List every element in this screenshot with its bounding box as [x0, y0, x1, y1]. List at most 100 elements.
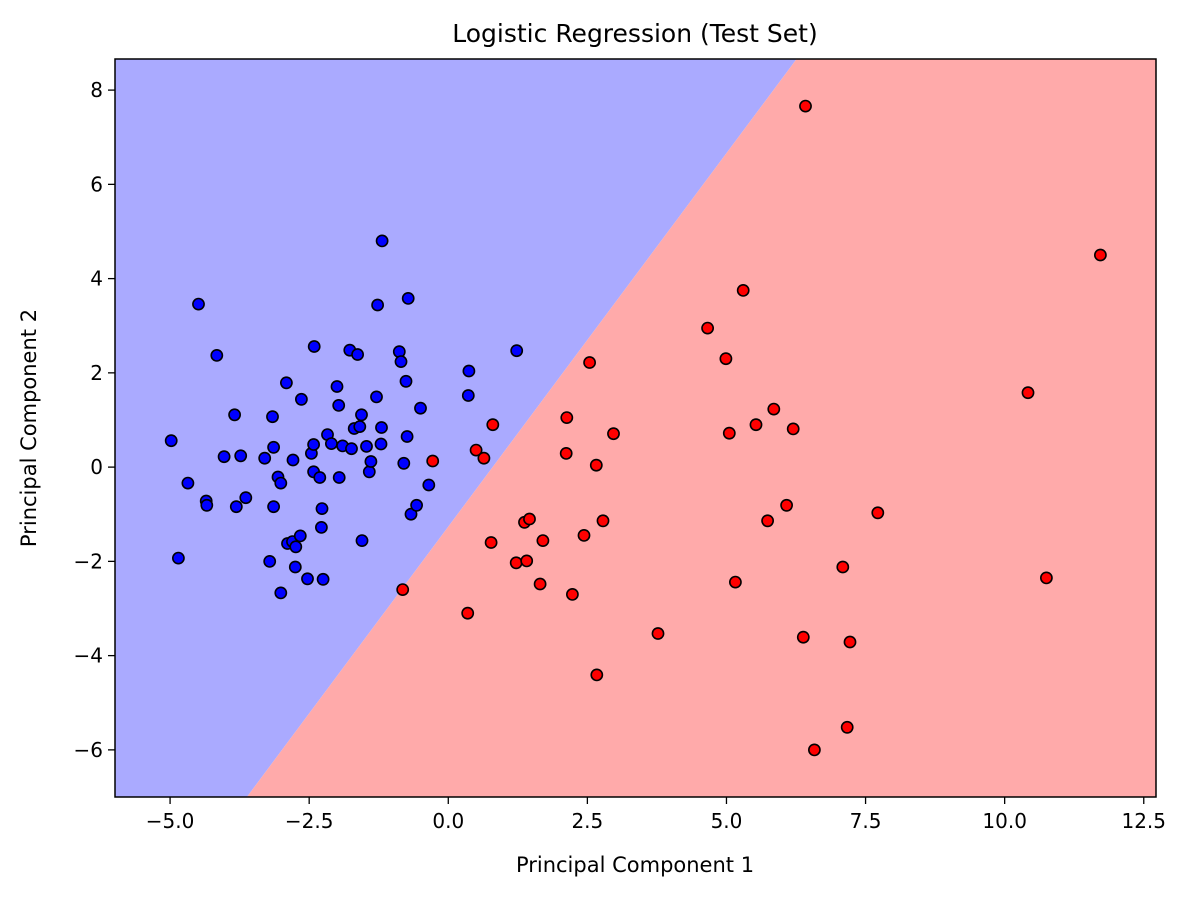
data-point — [780, 498, 793, 512]
data-point — [286, 453, 300, 467]
data-point — [799, 99, 812, 113]
data-point — [374, 437, 388, 451]
data-point — [722, 426, 736, 440]
data-point — [767, 402, 781, 416]
y-tick-label: −6 — [74, 738, 103, 762]
data-point — [258, 451, 272, 465]
data-point — [397, 456, 411, 470]
data-point — [404, 507, 418, 521]
data-point — [229, 500, 243, 514]
data-point — [345, 442, 358, 456]
data-point — [729, 575, 742, 589]
data-point — [288, 560, 302, 574]
data-point — [267, 500, 280, 514]
data-point — [399, 374, 413, 388]
x-tick-label: 0.0 — [432, 809, 464, 833]
data-point — [410, 498, 423, 512]
data-point — [313, 471, 327, 484]
y-tick-label: 2 — [90, 361, 103, 385]
data-point — [315, 502, 329, 515]
x-tick-label: −5.0 — [146, 809, 195, 833]
data-point — [1040, 571, 1053, 585]
data-point — [396, 583, 410, 596]
y-tick-label: −4 — [74, 644, 103, 668]
decision-regions — [115, 59, 1156, 797]
data-point — [370, 390, 383, 404]
y-tick-label: 6 — [90, 172, 103, 196]
data-point — [477, 451, 491, 465]
data-point — [293, 529, 307, 543]
data-point — [355, 408, 368, 422]
data-point — [239, 491, 253, 505]
data-point — [651, 627, 665, 640]
data-point — [509, 556, 523, 570]
data-point — [536, 534, 550, 547]
y-axis-title: Principal Component 2 — [17, 309, 41, 547]
data-point — [375, 421, 388, 434]
data-point — [607, 427, 620, 441]
data-point — [461, 389, 475, 402]
x-tick-label: 12.5 — [1121, 809, 1166, 833]
data-point — [400, 430, 414, 443]
data-point — [426, 454, 440, 468]
data-point — [200, 498, 214, 512]
x-tick-label: 10.0 — [982, 809, 1027, 833]
data-point — [736, 283, 750, 297]
data-point — [266, 410, 279, 424]
data-point — [1094, 248, 1107, 262]
data-point — [414, 401, 427, 415]
data-point — [786, 422, 800, 436]
data-point — [422, 478, 436, 492]
data-point — [462, 364, 476, 378]
x-tick-label: 7.5 — [850, 809, 882, 833]
data-point — [566, 588, 579, 601]
data-point — [520, 554, 534, 568]
data-point — [840, 720, 854, 734]
data-point — [360, 439, 373, 453]
x-axis: −5.0 −2.5 0.0 2.5 5.0 7.5 10.0 12.5 — [146, 797, 1166, 833]
decision-region-blue — [115, 59, 797, 797]
data-point — [559, 446, 573, 460]
chart-title: Logistic Regression (Test Set) — [452, 19, 818, 48]
plot-frame — [114, 58, 1157, 798]
data-point — [1021, 386, 1035, 400]
data-point — [234, 449, 248, 463]
data-point — [577, 529, 591, 542]
data-point — [217, 450, 231, 464]
data-point — [523, 512, 536, 526]
data-point — [210, 348, 224, 362]
data-point — [749, 418, 763, 432]
data-point — [701, 321, 714, 335]
data-point — [274, 476, 288, 490]
y-tick-label: 0 — [90, 455, 103, 479]
data-point — [316, 572, 330, 586]
data-point — [589, 458, 603, 472]
data-point — [590, 668, 604, 682]
data-point — [301, 572, 314, 586]
data-point — [364, 455, 378, 468]
data-point — [332, 398, 346, 412]
data-point — [761, 514, 774, 528]
data-point — [324, 437, 338, 450]
y-tick-label: 4 — [90, 267, 103, 291]
x-axis-title: Principal Component 1 — [516, 853, 754, 877]
data-point — [164, 434, 178, 448]
y-tick-label: 8 — [90, 78, 103, 102]
data-point — [181, 476, 195, 490]
data-point — [401, 291, 415, 305]
data-point — [228, 408, 241, 422]
data-point — [469, 443, 483, 457]
data-point — [484, 536, 498, 549]
data-point — [330, 380, 344, 393]
data-point — [510, 344, 524, 358]
data-point — [486, 418, 500, 432]
data-point — [533, 577, 547, 591]
data-point — [796, 630, 810, 644]
data-point — [171, 551, 185, 565]
data-point — [294, 392, 308, 406]
data-point — [353, 420, 367, 433]
data-point — [263, 555, 277, 568]
data-point — [583, 356, 596, 369]
